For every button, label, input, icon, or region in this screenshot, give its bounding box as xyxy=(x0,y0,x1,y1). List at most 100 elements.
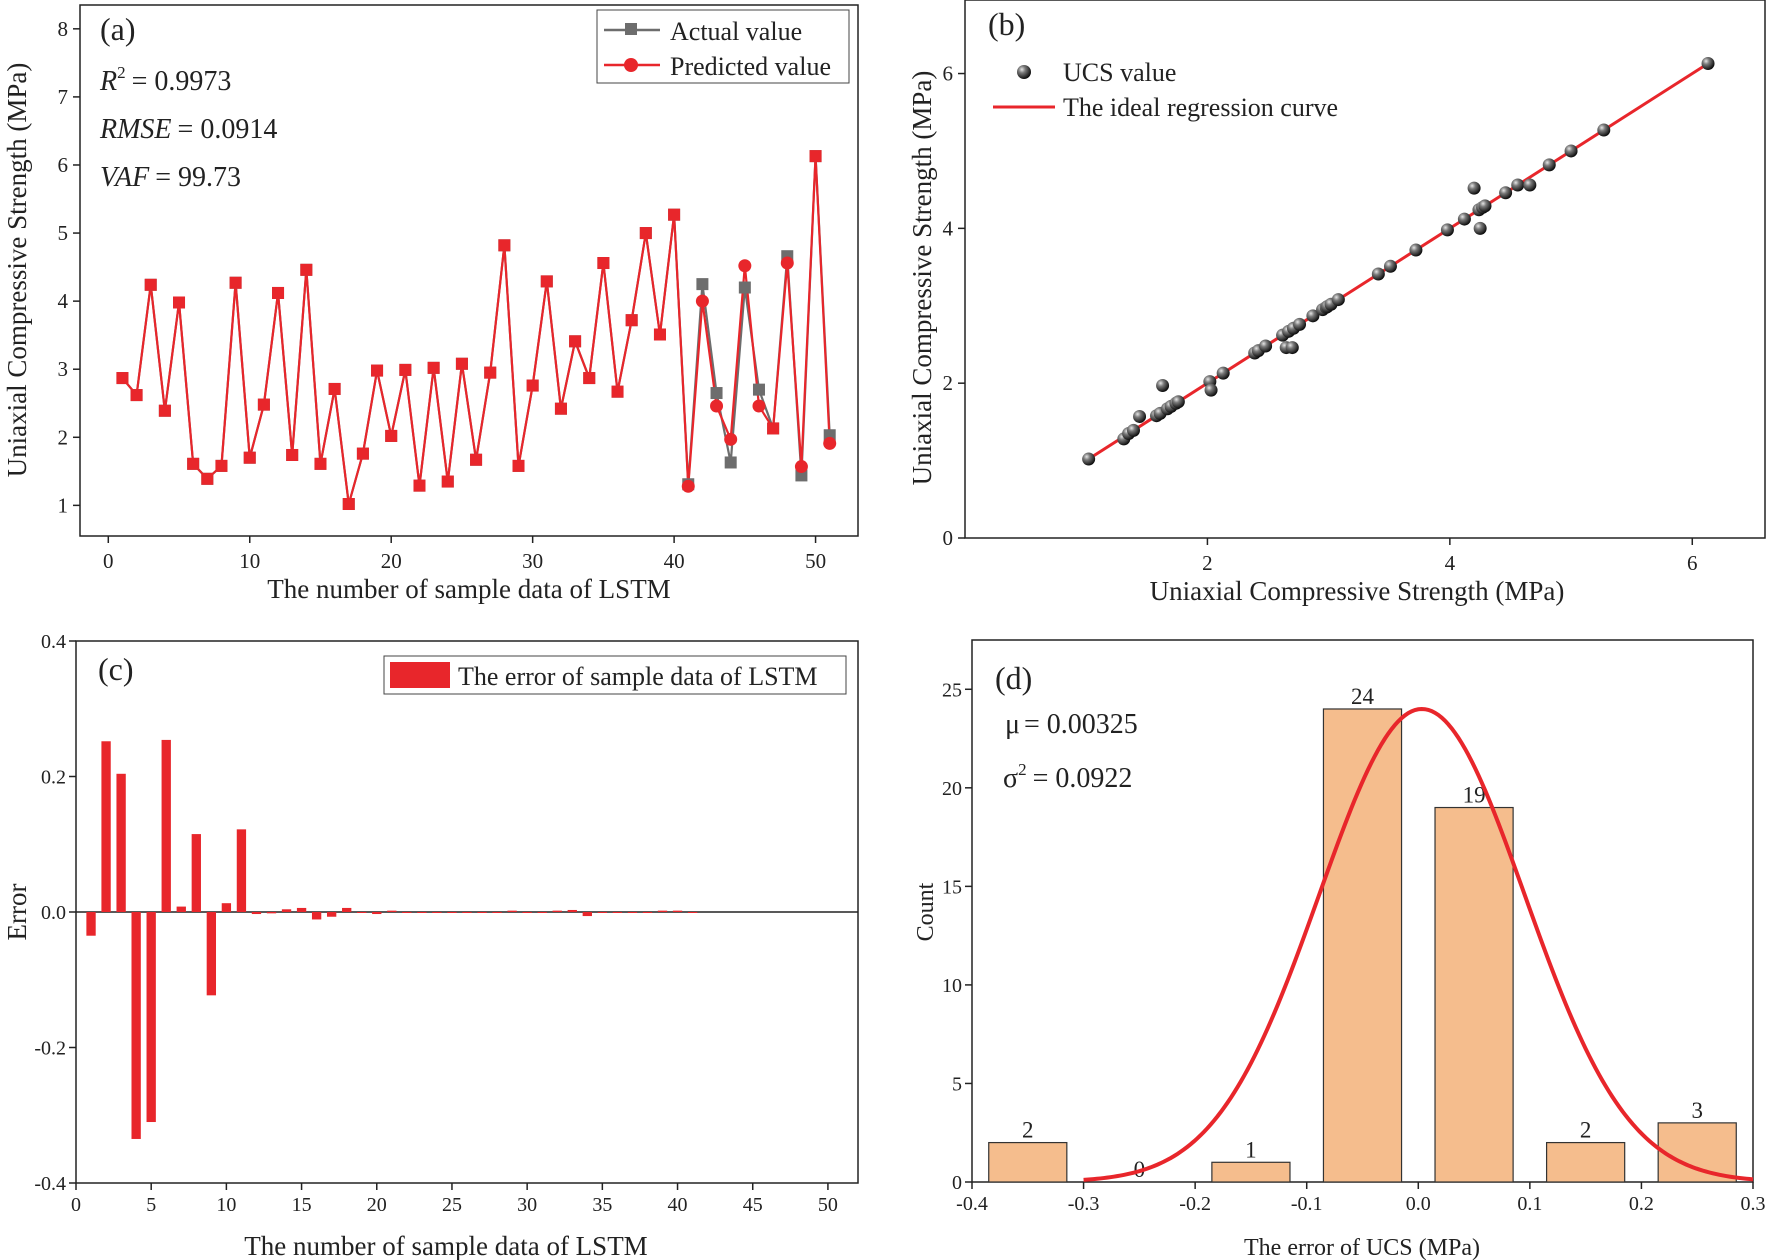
predicted-value-point xyxy=(286,448,299,461)
x-tick-label: 45 xyxy=(743,1194,763,1216)
y-tick-label: -0.4 xyxy=(34,1173,66,1195)
x-tick-label: 50 xyxy=(818,1194,838,1216)
predicted-value-point xyxy=(653,328,666,341)
ucs-point xyxy=(1457,212,1471,226)
actual-value-point xyxy=(710,387,723,400)
predicted-value-point xyxy=(201,472,214,485)
predicted-value-point xyxy=(314,457,327,470)
x-tick-label: 0.0 xyxy=(1406,1193,1431,1215)
predicted-value-point xyxy=(130,389,143,402)
predicted-value-point xyxy=(625,314,638,327)
error-bar xyxy=(161,739,171,912)
panel-b-frame xyxy=(964,0,1766,539)
predicted-value-point xyxy=(427,361,440,374)
legend-error-swatch xyxy=(390,662,450,688)
bar-count-label: 2 xyxy=(1022,1118,1034,1143)
panel-d-mu: μ = 0.00325 xyxy=(1005,709,1138,740)
x-tick-label: 40 xyxy=(668,1194,688,1216)
error-bar xyxy=(432,912,442,913)
panel-a-xlabel: The number of sample data of LSTM xyxy=(267,574,670,604)
error-bar xyxy=(402,912,412,913)
panel-b-legend: UCS value The ideal regression curve xyxy=(993,58,1338,122)
x-tick-label: 0.2 xyxy=(1629,1193,1654,1215)
predicted-value-point xyxy=(215,459,228,472)
predicted-value-point xyxy=(710,399,724,413)
ucs-point xyxy=(1371,267,1385,281)
ucs-point xyxy=(1171,395,1185,409)
panel-a-vaf: VAF = 99.73 xyxy=(100,162,241,193)
predicted-value-point xyxy=(455,357,468,370)
predicted-value-point xyxy=(512,459,525,472)
error-bar xyxy=(326,912,337,917)
panel-d-label: (d) xyxy=(995,660,1032,696)
predicted-value-point xyxy=(328,382,341,395)
predicted-value-point xyxy=(554,402,567,415)
y-tick-label: 5 xyxy=(58,221,69,245)
error-bar xyxy=(627,912,638,913)
ucs-point xyxy=(1478,199,1492,213)
ucs-point xyxy=(1511,178,1525,192)
predicted-value-point xyxy=(611,385,624,398)
y-tick-label: 6 xyxy=(943,62,954,86)
ucs-point xyxy=(1701,56,1715,70)
x-tick-label: 10 xyxy=(239,549,260,573)
y-tick-label: 5 xyxy=(952,1073,962,1095)
error-bar xyxy=(86,912,96,936)
ucs-point xyxy=(1542,158,1556,172)
ucs-point xyxy=(1409,243,1423,257)
x-tick-label: 6 xyxy=(1687,551,1698,575)
ucs-point xyxy=(1499,186,1513,200)
y-tick-label: 6 xyxy=(58,153,69,177)
error-bar xyxy=(582,912,592,917)
x-tick-label: 2 xyxy=(1202,551,1213,575)
error-bar xyxy=(537,912,547,913)
predicted-value-point xyxy=(371,364,384,377)
predicted-value-point xyxy=(116,372,129,385)
y-tick-label: -0.2 xyxy=(34,1038,66,1060)
y-tick-label: 0.4 xyxy=(41,631,66,653)
panel-a-frame xyxy=(79,4,859,537)
predicted-value-point xyxy=(583,372,596,385)
panel-a-line-chart: 0 10 20 30 40 50 1 2 3 4 5 6 7 8 (a) R2 = 0.9973 RMSE =… xyxy=(2,4,859,604)
error-bar xyxy=(492,912,502,913)
predicted-value-point xyxy=(752,399,766,413)
x-tick-label: -0.4 xyxy=(956,1193,988,1215)
predicted-value-point xyxy=(526,379,539,392)
predicted-value-point xyxy=(187,457,200,470)
x-tick-label: 0.3 xyxy=(1741,1193,1766,1215)
error-bar xyxy=(116,773,126,912)
x-tick-label: 20 xyxy=(367,1194,387,1216)
x-tick-label: 30 xyxy=(522,549,543,573)
predicted-value-point xyxy=(399,363,412,376)
ucs-point xyxy=(1293,317,1307,331)
ucs-point xyxy=(1204,383,1218,397)
actual-value-point xyxy=(738,281,751,294)
predicted-value-point xyxy=(695,294,709,308)
x-tick-label: 35 xyxy=(592,1194,612,1216)
error-bar xyxy=(101,741,111,912)
error-bar xyxy=(387,910,397,912)
error-bar xyxy=(357,912,367,913)
y-tick-label: 0.2 xyxy=(41,767,66,789)
panel-a-label: (a) xyxy=(100,11,136,47)
ucs-point xyxy=(1331,293,1345,307)
error-bar xyxy=(567,909,577,912)
panel-c-ylabel: Error xyxy=(2,884,32,941)
error-bar xyxy=(266,912,277,914)
legend-predicted-label: Predicted value xyxy=(670,52,831,81)
legend-actual-label: Actual value xyxy=(670,17,802,46)
actual-value-point xyxy=(795,469,808,482)
x-tick-label: 0 xyxy=(71,1194,81,1216)
predicted-value-point xyxy=(597,257,610,270)
predicted-value-point xyxy=(569,335,582,348)
predicted-value-point xyxy=(470,453,483,466)
predicted-value-point xyxy=(144,278,157,291)
y-tick-label: 4 xyxy=(58,289,69,313)
panel-a-legend: Actual value Predicted value xyxy=(596,9,850,84)
bar-count-label: 24 xyxy=(1351,684,1375,709)
ucs-point xyxy=(1564,144,1578,158)
error-bar xyxy=(447,912,457,913)
histogram-bar xyxy=(1545,1141,1626,1183)
error-bar xyxy=(507,910,517,912)
x-tick-label: 5 xyxy=(146,1194,156,1216)
